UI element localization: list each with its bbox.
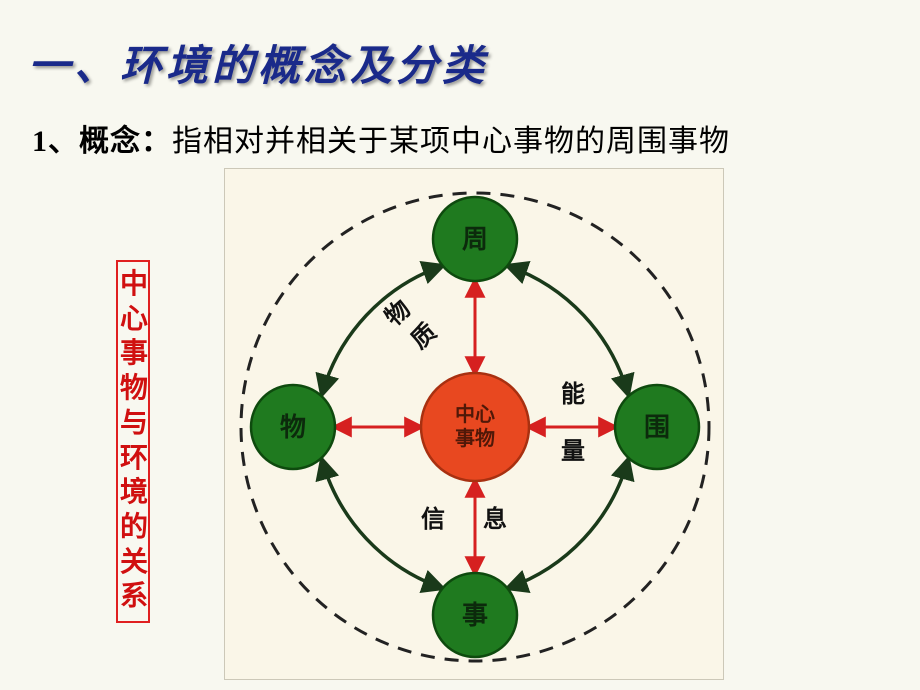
outer-node-label-right: 围: [644, 413, 670, 442]
edge-label: 质: [406, 318, 442, 354]
concept-number: 1、: [32, 125, 79, 158]
outer-node-label-bottom: 事: [462, 601, 488, 630]
relationship-diagram: 周围事物中心事物物质能量信息: [224, 168, 724, 680]
outer-node-label-left: 物: [280, 413, 306, 442]
concept-label: 概念：: [79, 125, 172, 158]
center-node-line1: 中心: [455, 402, 495, 426]
concept-line: 1、概念：指相对并相关于某项中心事物的周围事物: [32, 116, 730, 160]
arc-arrow: [508, 266, 628, 394]
edge-label: 能: [561, 380, 585, 408]
edge-label: 信: [421, 505, 445, 533]
page-title: 一、环境的概念及分类: [28, 32, 488, 93]
diagram-svg: 周围事物中心事物物质能量信息: [225, 169, 725, 681]
outer-node-label-top: 周: [462, 225, 488, 254]
concept-text: 指相对并相关于某项中心事物的周围事物: [172, 125, 730, 158]
center-node-line2: 事物: [455, 426, 495, 450]
edge-label: 量: [561, 438, 585, 465]
arc-arrow: [508, 460, 628, 588]
vertical-caption: 中心事物与环境的关系: [116, 260, 150, 623]
edge-label: 息: [483, 505, 507, 533]
center-node: [421, 373, 529, 481]
edge-label: 物: [380, 295, 416, 331]
